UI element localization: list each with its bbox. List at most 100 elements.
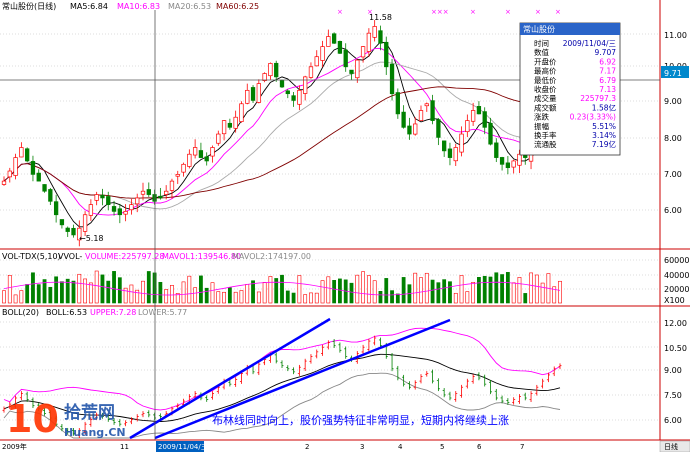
vol-mode: VVOL- xyxy=(58,252,82,261)
candle-body xyxy=(453,147,458,162)
boll-annotation: 布林线同时向上，股价强势特征非常明显，短期内将继续上涨 xyxy=(212,413,509,427)
volume-bar xyxy=(210,282,215,304)
volume-bar xyxy=(401,277,406,304)
candle-body xyxy=(401,111,406,128)
signal-marker: × xyxy=(555,8,561,16)
candle-body xyxy=(465,120,470,133)
volume-bar xyxy=(239,290,244,304)
candle-body xyxy=(140,190,146,195)
ma60-label: MA60:6.25 xyxy=(216,2,259,11)
candle-body xyxy=(221,120,227,135)
volume-bar xyxy=(552,286,557,304)
volume-bar xyxy=(442,279,447,304)
boll-mid-label: BOLL:6.53 xyxy=(46,308,87,317)
candle-body xyxy=(384,41,389,68)
volume-bar xyxy=(251,280,255,304)
candle-body xyxy=(291,95,296,101)
volume-bar xyxy=(83,278,87,304)
candle-body xyxy=(308,66,314,78)
candle-body xyxy=(505,162,511,169)
info-key: 收盘价 xyxy=(534,84,557,94)
watermark-logo: 10 拾荒网 Huang.CN xyxy=(6,397,126,441)
candle-body xyxy=(1,180,7,185)
candle-body xyxy=(314,56,319,67)
candle-body xyxy=(135,197,140,205)
candle-body xyxy=(418,110,424,122)
info-key: 换手率 xyxy=(534,130,557,140)
boll-tick: 10.50 xyxy=(664,344,687,353)
watermark-brand: 拾荒网 xyxy=(64,402,115,423)
volume-label: VOLUME:225797.28 xyxy=(85,252,164,261)
period-button[interactable] xyxy=(659,440,690,452)
volume-bar xyxy=(378,291,383,304)
lower-trend-line xyxy=(154,318,451,440)
volume-bar xyxy=(395,293,400,304)
candle-body xyxy=(343,49,348,68)
candle-body xyxy=(36,172,41,182)
quote-info-box: 常山股份 时间 2009/11/04/三数值 9.707 开盘价 6.92 最高价 7.17… xyxy=(519,22,621,156)
info-value: 6.92 xyxy=(599,57,616,66)
volume-bar xyxy=(291,292,296,304)
date-tick: 2 xyxy=(305,443,309,451)
date-axis: 2009年 11 2 3 4 5 6 7 xyxy=(2,442,524,451)
volume-bar xyxy=(152,272,157,304)
candle-body xyxy=(100,194,105,199)
volume-bar xyxy=(48,286,53,304)
volume-bar xyxy=(181,281,186,304)
info-key: 振幅 xyxy=(534,121,549,131)
selected-date-box xyxy=(156,441,204,452)
volume-bar xyxy=(204,287,209,304)
boll-tick: 9.00 xyxy=(664,366,682,375)
volume-bar xyxy=(488,276,493,304)
price-tick: 11.00 xyxy=(664,31,687,40)
candle-body xyxy=(48,189,53,202)
selected-date: 2009/11/04/三 xyxy=(158,443,208,451)
volume-bar xyxy=(216,291,221,304)
candle-body xyxy=(210,147,215,157)
volume-bar xyxy=(338,278,342,304)
info-value: 9.707 xyxy=(595,48,617,57)
candle-body xyxy=(303,76,308,94)
candle-body xyxy=(82,214,88,232)
volume-bar xyxy=(233,291,238,304)
volume-bar xyxy=(135,289,140,304)
candle-body xyxy=(256,83,261,103)
volume-bar xyxy=(129,284,134,304)
volume-bar xyxy=(13,294,18,304)
volume-bar xyxy=(164,289,169,304)
info-value: 2009/11/04/三 xyxy=(563,39,616,48)
boll-lower-line xyxy=(3,372,561,439)
volume-bar xyxy=(2,290,6,304)
volume-bar xyxy=(436,282,441,304)
date-tick: 3 xyxy=(360,443,364,451)
info-key: 开盘价 xyxy=(534,56,557,66)
volume-bar xyxy=(280,274,284,304)
candle-body xyxy=(187,153,192,167)
info-key: 涨跌 xyxy=(534,112,549,122)
info-box-title: 常山股份 xyxy=(523,24,555,34)
volume-bar xyxy=(366,275,371,304)
period-button-label: 日线 xyxy=(664,442,678,451)
volume-bar xyxy=(297,275,302,304)
volume-bar xyxy=(465,291,470,304)
candle-body xyxy=(442,140,447,152)
volume-bar xyxy=(268,276,273,304)
candle-body xyxy=(285,90,290,95)
boll-price-bars xyxy=(2,335,562,438)
candle-body xyxy=(349,69,354,74)
mavol1-label: MAVOL1:139546.80 xyxy=(162,252,241,261)
candle-body xyxy=(517,153,522,166)
volume-bar xyxy=(424,272,429,304)
candle-body xyxy=(355,59,360,79)
candle-body xyxy=(488,122,493,145)
candle-body xyxy=(129,204,134,211)
candle-body xyxy=(111,206,117,212)
date-tick: 6 xyxy=(477,443,482,451)
candle-body xyxy=(175,174,180,177)
volume-bar xyxy=(227,287,232,304)
volume-bar xyxy=(94,270,99,304)
candle-body xyxy=(395,92,400,115)
candle-body xyxy=(482,111,487,128)
candle-body xyxy=(268,63,273,77)
